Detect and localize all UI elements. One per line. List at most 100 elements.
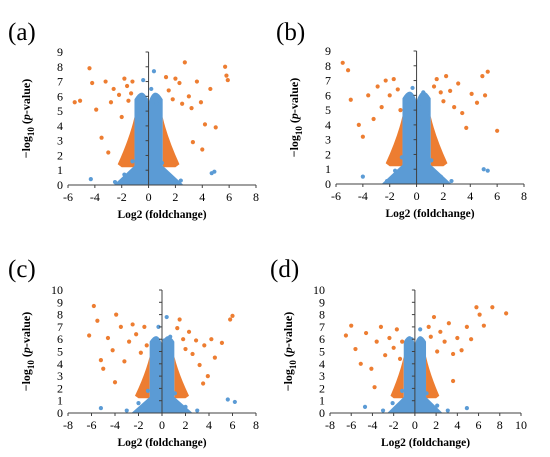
significant-point [122,359,127,364]
significant-up-cloud [426,356,440,399]
significant-point [340,60,345,65]
significant-point [122,76,127,81]
y-tick-label: 10 [51,283,63,297]
significant-point [95,318,100,323]
x-tick-label: -6 [87,418,97,432]
x-tick-label: -2 [389,418,399,432]
significant-point [197,362,202,368]
significant-point [183,346,188,352]
y-tick-label: 8 [57,60,63,74]
x-tick-label: 2 [183,418,189,432]
y-tick-label: 1 [57,394,63,408]
significant-point [126,98,131,103]
significant-point [228,317,233,322]
y-tick-label: 4 [319,357,325,371]
significant-down-cloud [134,356,150,399]
non-significant-point [212,169,217,174]
y-tick-label: 4 [325,118,331,132]
non-significant-point [410,85,415,91]
non-significant-point [429,158,434,163]
significant-point [180,101,185,106]
significant-point [177,80,182,86]
significant-point [142,324,147,329]
significant-point [182,60,187,65]
panel-label: (d) [270,256,299,283]
x-tick-label: -8 [63,418,73,432]
significant-point [224,73,229,78]
significant-point [450,351,456,357]
significant-point [452,105,457,110]
non-significant-point [154,101,159,106]
significant-point [209,337,214,342]
non-significant-point [406,348,411,353]
y-tick-label: 7 [325,74,331,88]
x-tick-label: 0 [146,190,152,204]
significant-point [130,79,135,84]
non-significant-point [418,327,423,332]
significant-point [225,77,230,83]
x-tick-label: -2 [134,418,144,432]
significant-point [379,105,384,110]
significant-point [186,94,191,99]
non-significant-point [417,105,422,110]
y-tick-label: 6 [57,89,63,103]
non-significant-point [156,324,161,329]
significant-point [343,333,349,338]
significant-point [181,337,186,342]
significant-point [177,317,182,322]
y-tick-label: 2 [57,148,63,162]
significant-point [200,147,205,152]
non-significant-point [172,391,178,396]
y-tick-label: 1 [325,162,331,176]
significant-point [124,83,130,89]
non-significant-point [425,110,430,116]
x-tick-label: 6 [226,190,232,204]
non-significant-point [164,314,169,320]
y-tick-label: 8 [325,59,331,73]
non-significant-point [98,405,103,411]
significant-point [87,66,92,71]
y-tick-label: 8 [57,308,63,322]
significant-point [391,76,396,82]
y-tick-label: 0 [325,177,331,191]
significant-point [114,312,119,317]
non-significant-point [136,401,141,406]
significant-point [474,305,479,310]
significant-point [111,86,116,92]
y-tick-label: 5 [57,345,63,359]
significant-point [198,100,204,105]
y-axis-title: −log10 (p-value) [19,79,36,159]
non-significant-point [445,408,450,413]
significant-point [72,100,77,105]
significant-point [91,303,96,309]
panel-label: (c) [8,256,36,283]
significant-up-cloud [430,116,448,167]
significant-point [166,88,171,93]
x-tick-label: -4 [367,418,377,432]
y-tick-label: 0 [319,406,325,420]
significant-point [202,343,207,348]
non-significant-point [178,178,183,183]
y-tick-label: 1 [319,394,325,408]
significant-point [201,381,206,386]
x-tick-label: 6 [230,418,236,432]
x-tick-label: -6 [63,190,73,204]
significant-point [190,351,195,357]
x-tick-label: 6 [494,189,500,203]
panel-label: (b) [276,19,305,46]
significant-point [395,87,400,92]
significant-point [477,312,482,317]
y-tick-label: 1 [57,163,63,177]
significant-point [193,338,199,343]
significant-point [469,337,474,342]
non-significant-point [183,404,188,409]
non-significant-point [435,403,440,408]
significant-point [345,68,351,73]
panel-label: (a) [8,19,36,46]
non-significant-point [195,408,200,413]
significant-point [170,97,175,102]
significant-point [134,332,139,337]
